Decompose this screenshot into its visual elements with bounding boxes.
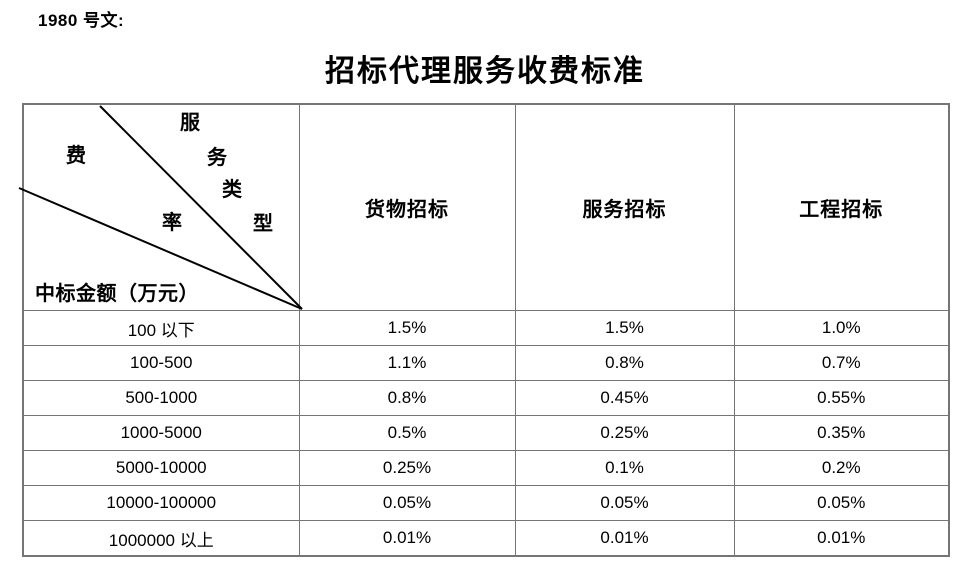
amount-range-cell: 100-500	[22, 345, 300, 382]
engineering-rate-cell: 0.01%	[733, 520, 950, 557]
amount-range-cell: 5000-10000	[22, 450, 300, 487]
diagonal-corner-box: 服 务 类 型 费 率 中标金额（万元）	[18, 105, 303, 311]
goods-rate-cell: 1.1%	[298, 345, 516, 382]
diagonal-corner-cell: 服 务 类 型 费 率 中标金额（万元）	[18, 103, 303, 312]
engineering-rate-cell: 0.05%	[733, 485, 950, 522]
engineering-rate-cell: 0.2%	[733, 450, 950, 487]
corner-type-char: 型	[253, 213, 273, 236]
engineering-rate-cell: 0.7%	[733, 345, 950, 382]
service-rate-cell: 0.1%	[514, 450, 735, 487]
engineering-rate-cell: 1.0%	[733, 310, 950, 347]
amount-range-cell: 10000-100000	[22, 485, 300, 522]
amount-range-cell: 500-1000	[22, 380, 300, 417]
goods-rate-cell: 0.5%	[298, 415, 516, 452]
doc-number-label: 1980 号文:	[38, 11, 125, 30]
table-row: 1000000 以上 0.01% 0.01% 0.01%	[22, 520, 950, 557]
fee-standard-table: 服 务 类 型 费 率 中标金额（万元） 货物招标 服务招标 工程招标 100 …	[18, 103, 950, 557]
service-rate-cell: 0.45%	[514, 380, 735, 417]
diagonal-divider-lines	[18, 105, 303, 311]
service-rate-cell: 0.8%	[514, 345, 735, 382]
goods-rate-cell: 0.8%	[298, 380, 516, 417]
table-header-row: 服 务 类 型 费 率 中标金额（万元） 货物招标 服务招标 工程招标	[18, 103, 950, 312]
table-row: 100 以下 1.5% 1.5% 1.0%	[22, 310, 950, 347]
corner-fee-char: 费	[66, 145, 86, 168]
amount-range-cell: 100 以下	[22, 310, 300, 347]
table-row: 1000-5000 0.5% 0.25% 0.35%	[22, 415, 950, 452]
service-rate-cell: 1.5%	[514, 310, 735, 347]
col-header-engineering: 工程招标	[733, 103, 950, 312]
corner-type-char: 务	[207, 147, 227, 170]
corner-type-char: 服	[180, 112, 200, 135]
table-row: 10000-100000 0.05% 0.05% 0.05%	[22, 485, 950, 522]
engineering-rate-cell: 0.55%	[733, 380, 950, 417]
corner-fee-char: 率	[162, 212, 182, 235]
goods-rate-cell: 0.05%	[298, 485, 516, 522]
corner-amount-label: 中标金额（万元）	[35, 283, 199, 306]
corner-type-char: 类	[222, 179, 242, 202]
amount-range-cell: 1000000 以上	[22, 520, 300, 557]
goods-rate-cell: 1.5%	[298, 310, 516, 347]
service-rate-cell: 0.05%	[514, 485, 735, 522]
col-header-goods: 货物招标	[298, 103, 516, 312]
amount-range-cell: 1000-5000	[22, 415, 300, 452]
page-title: 招标代理服务收费标准	[325, 55, 645, 88]
service-rate-cell: 0.01%	[514, 520, 735, 557]
table-row: 500-1000 0.8% 0.45% 0.55%	[22, 380, 950, 417]
goods-rate-cell: 0.01%	[298, 520, 516, 557]
goods-rate-cell: 0.25%	[298, 450, 516, 487]
engineering-rate-cell: 0.35%	[733, 415, 950, 452]
table-row: 5000-10000 0.25% 0.1% 0.2%	[22, 450, 950, 487]
col-header-service: 服务招标	[514, 103, 735, 312]
table-row: 100-500 1.1% 0.8% 0.7%	[22, 345, 950, 382]
service-rate-cell: 0.25%	[514, 415, 735, 452]
